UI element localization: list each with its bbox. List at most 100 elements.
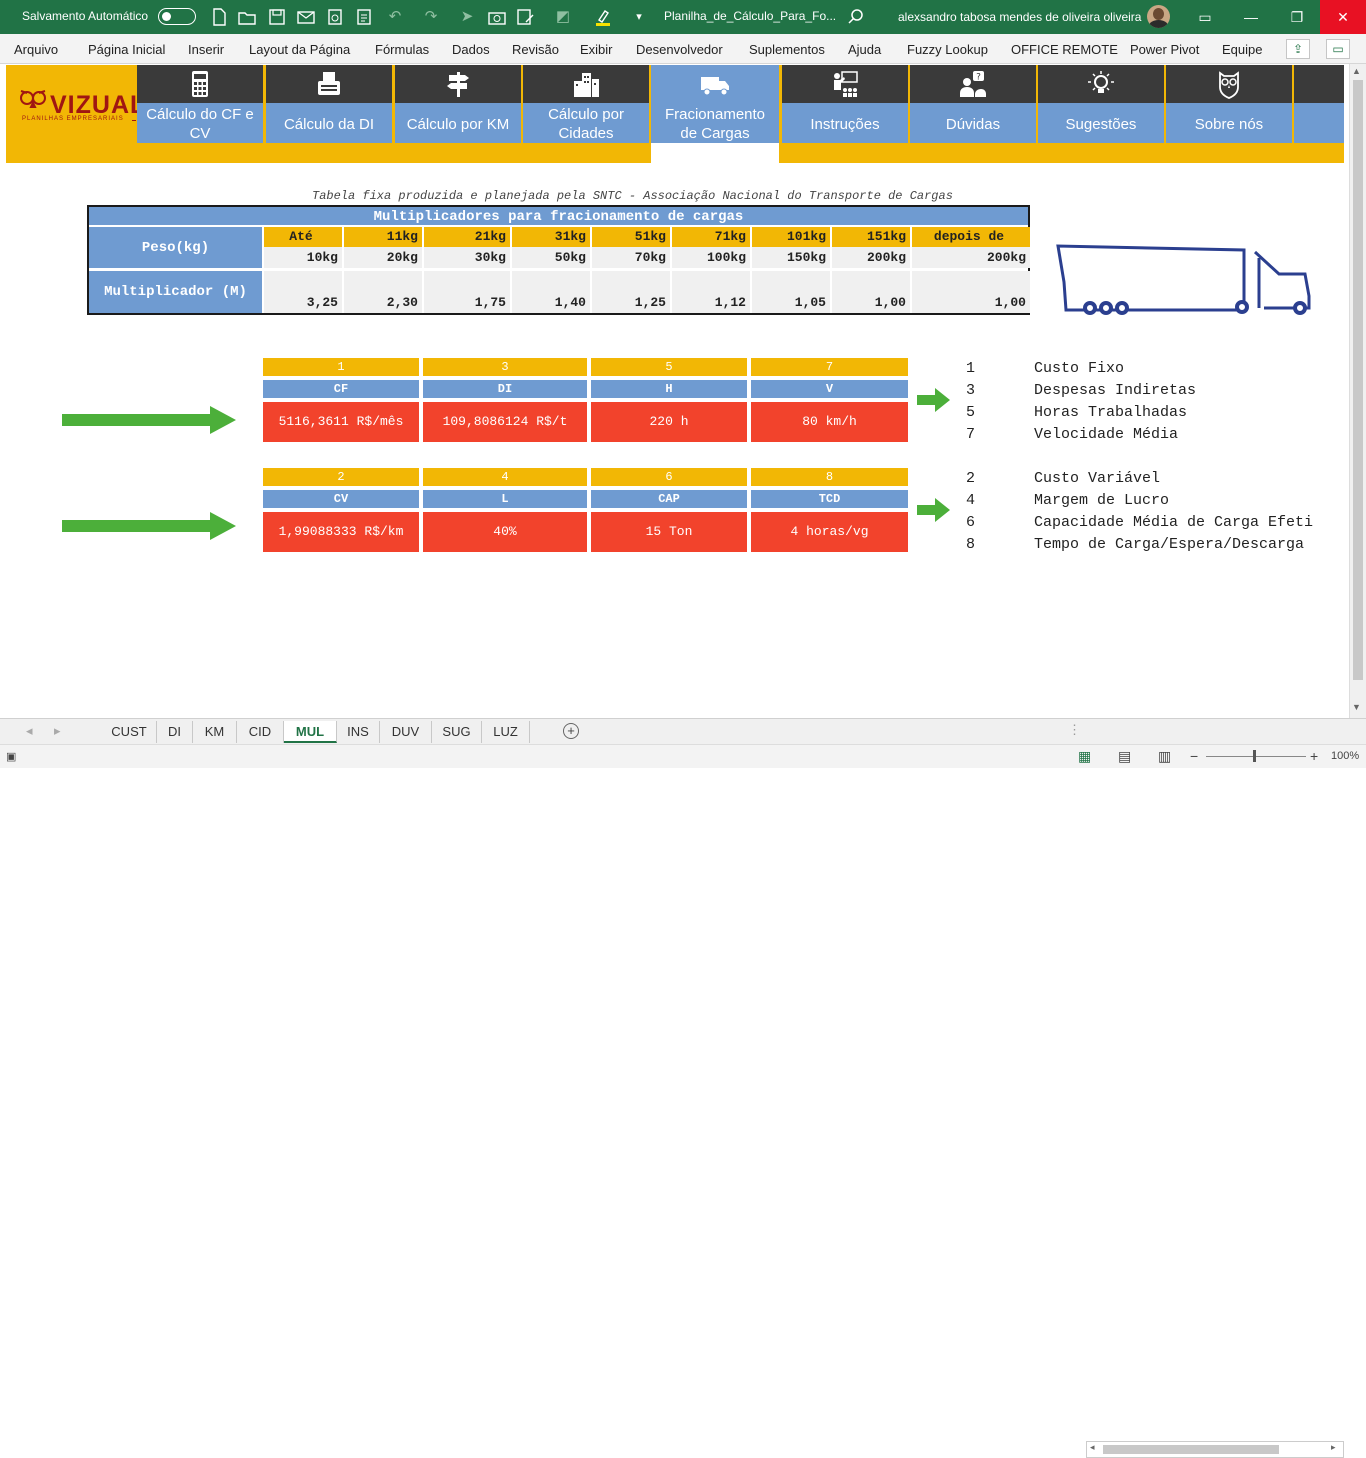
nav-sugestoes[interactable]: Sugestões (1038, 65, 1164, 143)
sheet-tab[interactable]: CID (237, 721, 284, 743)
customize-qat-icon[interactable]: ▾ (636, 11, 642, 23)
page-break-icon[interactable]: ▥ (1158, 748, 1172, 764)
menu-desenvolvedor[interactable]: Desenvolvedor (636, 42, 723, 57)
card-value[interactable]: 1,99088333 R$/km (263, 512, 419, 552)
card-label[interactable]: TCD (751, 490, 908, 508)
zoom-slider[interactable] (1206, 756, 1306, 757)
next-sheet-icon[interactable]: ▸ (54, 723, 61, 738)
card-value[interactable]: 5116,3611 R$/mês (263, 402, 419, 442)
sheet-tab[interactable]: LUZ (482, 721, 530, 743)
card-value[interactable]: 15 Ton (591, 512, 747, 552)
menu-revisao[interactable]: Revisão (512, 42, 559, 57)
menu-pagina-inicial[interactable]: Página Inicial (88, 42, 166, 57)
autosave-toggle[interactable] (158, 8, 196, 25)
nav-calculo-cf-cv[interactable]: Cálculo do CF e CV (137, 65, 263, 143)
card-value[interactable]: 40% (423, 512, 587, 552)
scrollbar-thumb[interactable] (1353, 80, 1363, 680)
redo-icon[interactable]: ↷ (424, 8, 438, 25)
nav-sobre-nos[interactable]: Sobre nós (1166, 65, 1292, 143)
page-layout-icon[interactable]: ▤ (1118, 748, 1132, 764)
card-value[interactable]: 4 horas/vg (751, 512, 908, 552)
restore-icon[interactable]: ❐ (1290, 9, 1304, 25)
menu-arquivo[interactable]: Arquivo (14, 42, 59, 57)
send-icon[interactable]: ➤ (460, 8, 474, 25)
card-index[interactable]: 3 (423, 358, 587, 376)
share-icon[interactable]: ⇪ (1286, 39, 1310, 59)
prev-sheet-icon[interactable]: ◂ (26, 723, 33, 738)
comments-icon[interactable]: ▭ (1326, 39, 1350, 59)
card-value[interactable]: 80 km/h (751, 402, 908, 442)
menu-fuzzy-lookup[interactable]: Fuzzy Lookup (907, 42, 988, 57)
undo-icon[interactable]: ↶ (388, 8, 402, 25)
sheet-tab[interactable]: KM (193, 721, 237, 743)
card-index[interactable]: 2 (263, 468, 419, 486)
zoom-slider-handle[interactable] (1253, 750, 1256, 762)
minimize-icon[interactable]: — (1244, 9, 1258, 25)
card-index[interactable]: 5 (591, 358, 747, 376)
card-index[interactable]: 4 (423, 468, 587, 486)
card-label[interactable]: CF (263, 380, 419, 398)
zoom-in-icon[interactable]: + (1310, 748, 1319, 764)
normal-view-icon[interactable]: ▦ (1078, 748, 1092, 764)
menu-suplementos[interactable]: Suplementos (749, 42, 825, 57)
sheet-tab[interactable]: MUL (284, 721, 337, 743)
card-value[interactable]: 109,8086124 R$/t (423, 402, 587, 442)
card-value[interactable]: 220 h (591, 402, 747, 442)
macro-record-icon[interactable]: ▣ (6, 751, 17, 763)
email-icon[interactable] (295, 6, 317, 28)
open-folder-icon[interactable] (236, 6, 258, 28)
worksheet-area[interactable]: VIZUAL PLANILHAS EMPRESARIAIS Cálculo do… (0, 64, 1344, 718)
close-icon[interactable]: ✕ (1320, 0, 1366, 34)
menu-dados[interactable]: Dados (452, 42, 490, 57)
horizontal-scrollbar[interactable]: ◂ ▸ (1086, 1441, 1344, 1458)
add-sheet-icon[interactable]: + (563, 723, 579, 739)
card-label[interactable]: H (591, 380, 747, 398)
avatar[interactable] (1147, 5, 1170, 28)
menu-inserir[interactable]: Inserir (188, 42, 225, 57)
new-file-icon[interactable] (208, 6, 230, 28)
nav-calculo-di[interactable]: Cálculo da DI (266, 65, 392, 143)
scroll-up-icon[interactable]: ▲ (1352, 66, 1361, 76)
card-label[interactable]: CV (263, 490, 419, 508)
sheet-tab[interactable]: DUV (380, 721, 432, 743)
sheet-tab[interactable]: SUG (432, 721, 482, 743)
form-icon[interactable] (514, 6, 536, 28)
search-icon[interactable] (846, 7, 866, 27)
card-index[interactable]: 8 (751, 468, 908, 486)
card-label[interactable]: V (751, 380, 908, 398)
nav-fracionamento-cargas[interactable]: Fracionamento de Cargas (651, 65, 779, 143)
menu-ajuda[interactable]: Ajuda (848, 42, 882, 57)
quick-print-icon[interactable] (353, 6, 375, 28)
nav-instrucoes[interactable]: Instruções (782, 65, 908, 143)
menu-office-remote[interactable]: OFFICE REMOTE (1011, 42, 1118, 57)
card-label[interactable]: CAP (591, 490, 747, 508)
nav-calculo-km[interactable]: Cálculo por KM (395, 65, 521, 143)
scroll-left-icon[interactable]: ◂ (1090, 1442, 1095, 1452)
ribbon-display-icon[interactable]: ▭ (1198, 9, 1212, 25)
user-name[interactable]: alexsandro tabosa mendes de oliveira oli… (898, 10, 1142, 24)
chart-icon[interactable]: ◩ (555, 8, 571, 25)
print-preview-icon[interactable] (324, 6, 346, 28)
camera-icon[interactable] (486, 6, 508, 28)
scroll-down-icon[interactable]: ▼ (1352, 702, 1361, 712)
save-icon[interactable] (266, 6, 288, 28)
card-label[interactable]: DI (423, 380, 587, 398)
highlighter-icon[interactable] (592, 6, 614, 28)
hscroll-thumb[interactable] (1103, 1445, 1279, 1454)
sheet-tab[interactable]: CUST (102, 721, 157, 743)
menu-power-pivot[interactable]: Power Pivot (1130, 42, 1200, 57)
card-index[interactable]: 1 (263, 358, 419, 376)
sheet-tab[interactable]: INS (337, 721, 380, 743)
zoom-level[interactable]: 100% (1331, 750, 1360, 762)
menu-layout[interactable]: Layout da Página (249, 42, 351, 57)
card-index[interactable]: 7 (751, 358, 908, 376)
card-index[interactable]: 6 (591, 468, 747, 486)
vertical-scrollbar[interactable]: ▲ ▼ (1349, 64, 1366, 718)
split-handle-icon[interactable]: ⋮ (1068, 722, 1081, 737)
nav-calculo-cidades[interactable]: Cálculo por Cidades (523, 65, 649, 143)
scroll-right-icon[interactable]: ▸ (1331, 1442, 1336, 1452)
menu-formulas[interactable]: Fórmulas (375, 42, 430, 57)
card-label[interactable]: L (423, 490, 587, 508)
zoom-out-icon[interactable]: − (1190, 748, 1199, 764)
nav-duvidas[interactable]: ? Dúvidas (910, 65, 1036, 143)
